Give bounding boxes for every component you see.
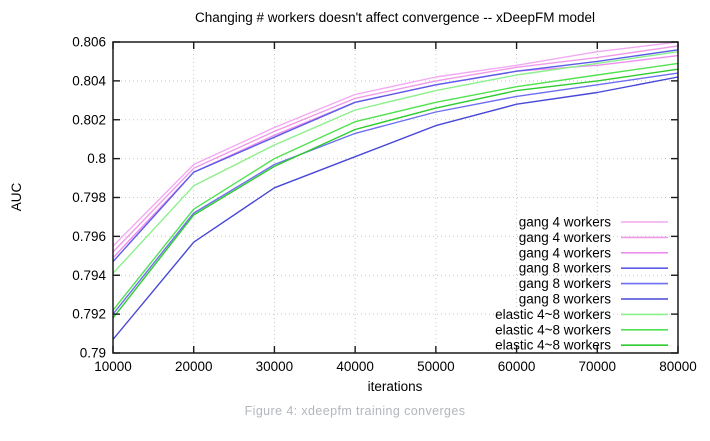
legend-entry: gang 8 workers bbox=[519, 261, 668, 276]
x-tick-label: 70000 bbox=[579, 359, 617, 374]
y-tick-label: 0.8 bbox=[87, 151, 106, 166]
legend-entry: elastic 4~8 workers bbox=[495, 338, 668, 353]
series-line bbox=[112, 45, 679, 253]
series-line bbox=[112, 62, 679, 311]
x-tick-label: 10000 bbox=[94, 359, 132, 374]
legend-label: gang 8 workers bbox=[519, 276, 612, 291]
legend-label: elastic 4~8 workers bbox=[495, 338, 611, 353]
series-line bbox=[112, 68, 679, 319]
legend-entry: gang 4 workers bbox=[519, 245, 668, 260]
x-tick-label: 50000 bbox=[417, 359, 455, 374]
x-tick-label: 20000 bbox=[175, 359, 213, 374]
y-tick-label: 0.792 bbox=[72, 307, 106, 322]
series-line bbox=[112, 76, 679, 340]
y-tick-label: 0.796 bbox=[72, 229, 106, 244]
legend-label: gang 4 workers bbox=[519, 230, 612, 245]
y-tick-label: 0.804 bbox=[72, 73, 106, 88]
legend-entry: elastic 4~8 workers bbox=[495, 307, 668, 322]
x-tick-label: 60000 bbox=[498, 359, 536, 374]
legend-entry: gang 4 workers bbox=[519, 215, 668, 230]
y-tick-label: 0.802 bbox=[72, 112, 106, 127]
series-line bbox=[112, 49, 679, 263]
figure-caption: Figure 4: xdeepfm training converges bbox=[244, 404, 466, 418]
x-tick-label: 80000 bbox=[659, 359, 697, 374]
x-tick-label: 40000 bbox=[336, 359, 374, 374]
legend-label: gang 4 workers bbox=[519, 215, 612, 230]
chart-title: Changing # workers doesn't affect conver… bbox=[195, 10, 595, 25]
legend-label: elastic 4~8 workers bbox=[495, 322, 611, 337]
legend-label: gang 4 workers bbox=[519, 245, 612, 260]
legend-label: gang 8 workers bbox=[519, 261, 612, 276]
series-line bbox=[112, 51, 679, 274]
axis-layer: 10000 20000 30000 40000 50000 60000 70000 80000… bbox=[72, 35, 697, 375]
legend-label: gang 8 workers bbox=[519, 292, 612, 307]
x-axis-label: iterations bbox=[368, 379, 423, 394]
y-tick-label: 0.794 bbox=[72, 268, 106, 283]
legend-label: elastic 4~8 workers bbox=[495, 307, 611, 322]
series-layer bbox=[112, 41, 679, 340]
series-line bbox=[112, 72, 679, 315]
y-tick-label: 0.79 bbox=[80, 346, 106, 361]
x-tick-label: 30000 bbox=[256, 359, 294, 374]
series-line bbox=[112, 41, 679, 247]
y-tick-label: 0.798 bbox=[72, 190, 106, 205]
legend-entry: gang 8 workers bbox=[519, 292, 668, 307]
y-tick-label: 0.806 bbox=[72, 35, 106, 50]
y-axis-label: AUC bbox=[9, 183, 24, 212]
legend-entry: elastic 4~8 workers bbox=[495, 322, 668, 337]
legend-entry: gang 4 workers bbox=[519, 230, 668, 245]
legend-entry: gang 8 workers bbox=[519, 276, 668, 291]
convergence-line-chart: Changing # workers doesn't affect conver… bbox=[9, 10, 697, 394]
